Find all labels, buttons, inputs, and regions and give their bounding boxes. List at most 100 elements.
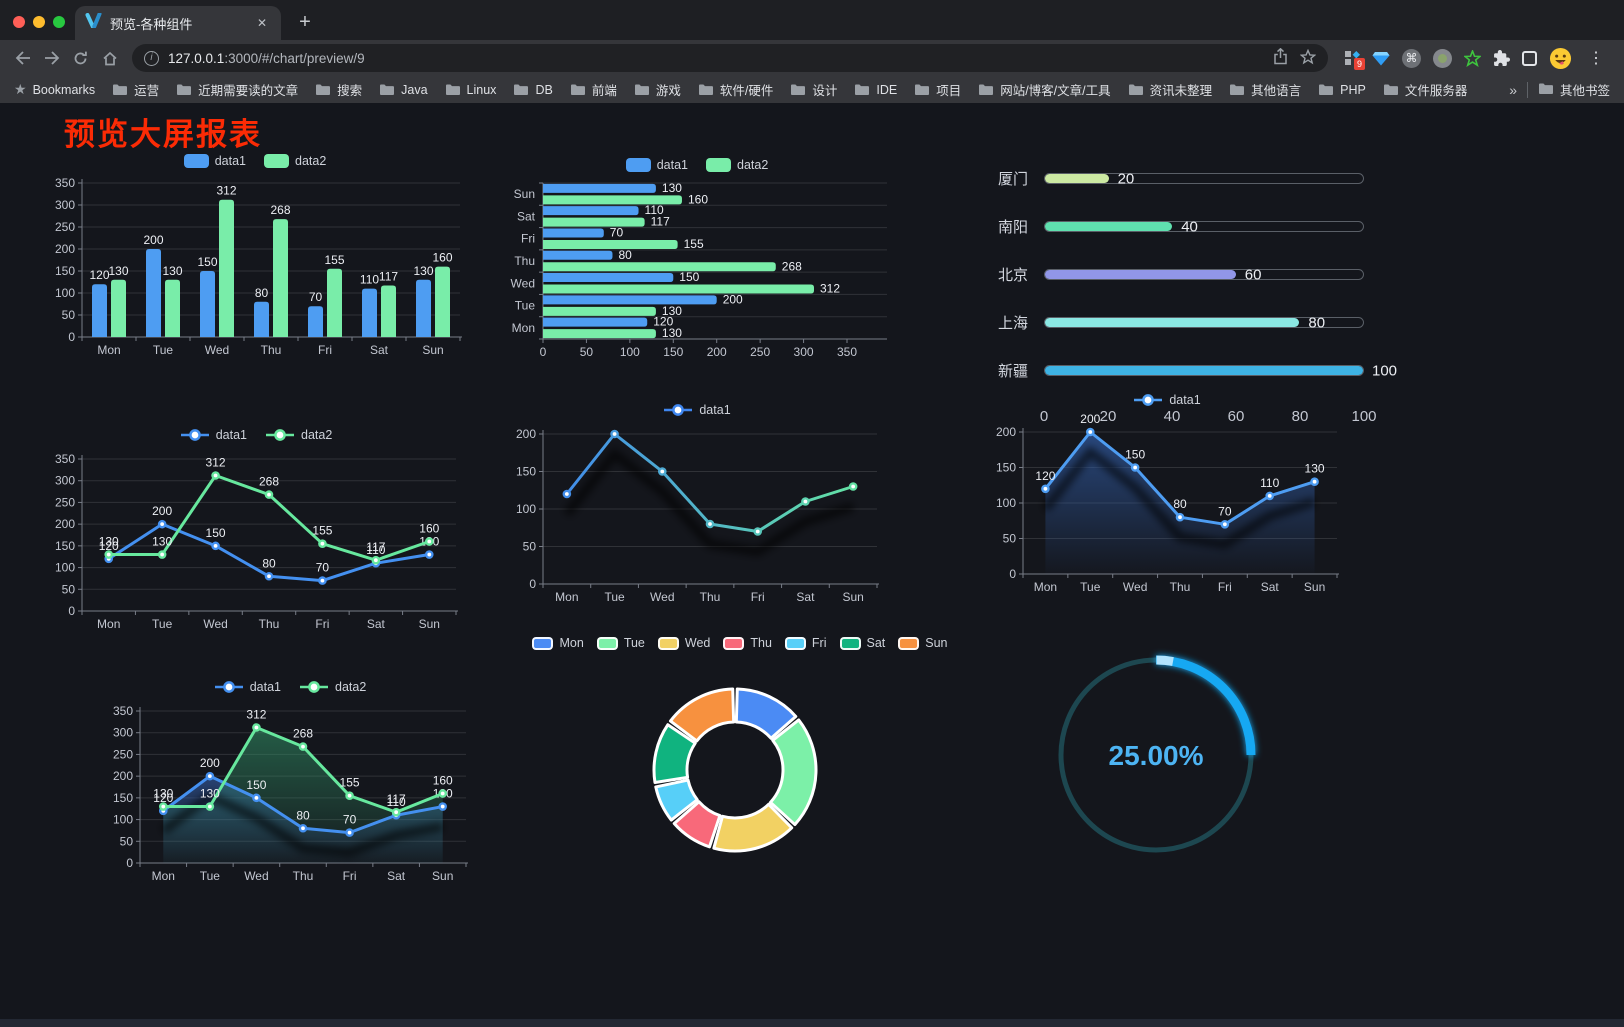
- svg-text:130: 130: [108, 264, 128, 278]
- minimize-window-button[interactable]: [33, 16, 45, 28]
- donut-chart: Mon Tue Wed Thu Fri Sat Sun: [532, 631, 948, 981]
- legend-item-data2[interactable]: data2: [706, 158, 768, 172]
- command-extension-icon[interactable]: ⌘: [1402, 48, 1421, 68]
- svg-text:120: 120: [153, 791, 173, 805]
- legend-item-data1[interactable]: data1: [183, 154, 246, 168]
- svg-text:Fri: Fri: [315, 617, 329, 631]
- bookmark-item[interactable]: Java: [379, 83, 428, 97]
- progress-row-北京: 北京 60: [998, 264, 1364, 285]
- other-bookmarks-button[interactable]: 其他书签: [1538, 80, 1610, 99]
- bookmark-item[interactable]: 软件/硬件: [698, 80, 773, 99]
- svg-text:350: 350: [55, 452, 75, 466]
- legend-item-Tue[interactable]: Tue: [596, 636, 645, 650]
- svg-text:50: 50: [1003, 532, 1017, 546]
- svg-text:150: 150: [55, 539, 75, 553]
- address-bar[interactable]: i 127.0.0.1 :3000/#/chart/preview/9: [132, 44, 1328, 72]
- svg-text:117: 117: [366, 540, 385, 554]
- progress-track: 100: [1044, 362, 1397, 379]
- legend-item-Mon[interactable]: Mon: [532, 636, 584, 650]
- reading-mode-icon[interactable]: [1522, 50, 1537, 66]
- legend-item-Fri[interactable]: Fri: [784, 636, 827, 650]
- svg-text:120: 120: [89, 268, 109, 282]
- new-tab-button[interactable]: +: [299, 11, 311, 33]
- area2-chart-canvas[interactable]: 0 50 100 150 200 250 300 350 Mon Tue Wed Thu Fri Sat S…: [100, 699, 480, 891]
- bookmark-star-icon[interactable]: [1299, 48, 1317, 68]
- bookmark-item[interactable]: 设计: [790, 80, 837, 99]
- svg-text:Tue: Tue: [200, 869, 221, 883]
- legend-item-Wed[interactable]: Wed: [657, 636, 710, 650]
- svg-text:Sun: Sun: [1304, 580, 1325, 594]
- profile-avatar[interactable]: [1549, 47, 1572, 70]
- bookmarks-star-icon: ★: [14, 81, 27, 97]
- bookmark-item[interactable]: 搜索: [315, 80, 362, 99]
- grouped-bar-chart: data1 data2 0 50 100 150 200 250 300 350 Mon Tue We…: [42, 149, 468, 365]
- back-icon[interactable]: [8, 44, 37, 72]
- svg-text:312: 312: [820, 282, 840, 296]
- bookmarks-overflow-button[interactable]: »: [1509, 81, 1517, 98]
- home-icon[interactable]: [95, 44, 124, 72]
- legend-item-data1[interactable]: data1: [625, 158, 688, 172]
- legend-item-Sun[interactable]: Sun: [898, 636, 948, 650]
- legend-item-data2[interactable]: data2: [299, 680, 366, 694]
- area-chart-canvas[interactable]: 0 50 100 150 200 Mon Tue Wed Thu Fri Sat Sun 120 200 1…: [983, 412, 1351, 602]
- legend-item-Sat[interactable]: Sat: [839, 636, 885, 650]
- forward-icon[interactable]: [37, 44, 66, 72]
- site-info-icon[interactable]: i: [144, 50, 159, 66]
- svg-text:268: 268: [782, 259, 802, 273]
- gradient-line-chart-canvas[interactable]: 0 50 100 150 200 Mon Tue Wed Thu Fri Sat Sun: [503, 422, 891, 612]
- svg-text:Sun: Sun: [422, 343, 443, 357]
- svg-text:268: 268: [259, 475, 279, 489]
- bookmark-item[interactable]: Linux: [445, 83, 496, 97]
- bookmark-item[interactable]: 资讯未整理: [1128, 80, 1212, 99]
- bookmark-item[interactable]: 近期需要读的文章: [176, 80, 298, 99]
- line-chart-canvas[interactable]: 0 50 100 150 200 250 300 350 Mon Tue Wed Thu Fri Sat S…: [42, 447, 470, 639]
- bookmark-item[interactable]: 文件服务器: [1383, 80, 1467, 99]
- tab-close-icon[interactable]: ✕: [256, 16, 267, 30]
- star-extension-icon[interactable]: [1464, 49, 1481, 67]
- svg-text:0: 0: [126, 856, 133, 870]
- bar-chart-legend: data1 data2: [42, 149, 468, 173]
- legend-item-data1[interactable]: data1: [663, 403, 731, 417]
- svg-text:Fri: Fri: [751, 590, 765, 604]
- bookmark-item[interactable]: 前端: [570, 80, 617, 99]
- legend-item-data1[interactable]: data1: [1133, 393, 1201, 407]
- svg-text:110: 110: [387, 795, 406, 809]
- svg-text:150: 150: [246, 778, 266, 792]
- browser-menu-icon[interactable]: ⋮: [1588, 50, 1604, 67]
- share-icon[interactable]: [1273, 47, 1288, 68]
- legend-item-data1[interactable]: data1: [214, 680, 281, 694]
- legend-item-Thu[interactable]: Thu: [723, 636, 772, 650]
- svg-text:130: 130: [662, 181, 682, 195]
- browser-tab[interactable]: 预览-各种组件 ✕: [75, 6, 281, 40]
- svg-text:Mon: Mon: [97, 617, 120, 631]
- legend-item-data1[interactable]: data1: [180, 428, 247, 442]
- bookmark-item[interactable]: IDE: [854, 83, 897, 97]
- svg-text:200: 200: [55, 242, 75, 256]
- record-extension-icon[interactable]: [1433, 48, 1452, 68]
- bookmarks-bar: ★ Bookmarks 运营 近期需要读的文章 搜索 Java Linux DB 前端 游戏软…: [0, 76, 1624, 103]
- legend-item-data2[interactable]: data2: [264, 154, 326, 168]
- puzzle-extensions-icon[interactable]: [1493, 49, 1510, 67]
- bookmarks-root[interactable]: ★ Bookmarks: [14, 81, 96, 97]
- bookmark-item[interactable]: 项目: [914, 80, 961, 99]
- gem-extension-icon[interactable]: [1372, 51, 1390, 66]
- bookmark-item[interactable]: 运营: [112, 80, 159, 99]
- hbar-chart-canvas[interactable]: 0 50 100 150 200 250 300 350 Sun Sat Fri Thu Wed Tue M…: [503, 177, 891, 365]
- close-window-button[interactable]: [13, 16, 25, 28]
- bookmark-item[interactable]: PHP: [1318, 83, 1366, 97]
- bookmark-item[interactable]: 其他语言: [1229, 80, 1301, 99]
- gauge-chart-canvas[interactable]: 25.00%: [1045, 648, 1267, 870]
- donut-chart-canvas[interactable]: [540, 655, 940, 979]
- bar-chart-canvas[interactable]: 0 50 100 150 200 250 300 350 Mon Tue Wed Thu Fri Sat S…: [42, 173, 468, 365]
- svg-text:Mon: Mon: [555, 590, 578, 604]
- bookmark-item[interactable]: DB: [513, 83, 553, 97]
- maximize-window-button[interactable]: [53, 16, 65, 28]
- svg-text:200: 200: [55, 517, 75, 531]
- svg-text:155: 155: [340, 776, 360, 790]
- page-title: 预览大屏报表: [64, 117, 262, 152]
- extension-grid-icon[interactable]: 9: [1344, 50, 1365, 70]
- bookmark-item[interactable]: 游戏: [634, 80, 681, 99]
- legend-item-data2[interactable]: data2: [265, 428, 332, 442]
- reload-icon[interactable]: [66, 44, 95, 72]
- bookmark-item[interactable]: 网站/博客/文章/工具: [978, 80, 1111, 99]
